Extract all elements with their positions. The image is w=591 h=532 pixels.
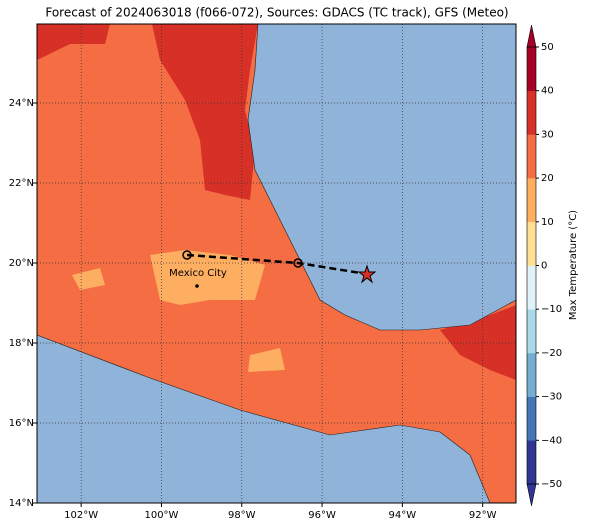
map-area: Mexico City [37,24,516,503]
colorbar-tick-label: 20 [541,173,554,184]
lat-tick-label: 18°N [9,338,34,349]
colorbar-tick-label: −20 [541,348,562,359]
colorbar-band [527,47,536,91]
colorbar-band [527,440,536,485]
pacific-ocean [37,334,491,503]
storm-track [186,253,368,276]
cool-region [72,268,285,372]
colorbar-tick-label: −10 [541,304,562,315]
lat-tick-label: 16°N [9,418,34,429]
lat-tick-label: 14°N [9,498,34,509]
storm-position [357,264,377,284]
colorbar-band [527,221,536,266]
city-dot [195,284,199,288]
colorbar-band [527,309,536,354]
colorbar-tick-label: 30 [541,129,554,140]
track-point [293,258,303,268]
colorbar-tick-label: −30 [541,392,562,403]
lon-tick-label: 94°W [389,510,417,521]
track-point [182,250,192,260]
lat-tick-label: 24°N [9,98,34,109]
colorbar-tick-label: 40 [541,86,554,97]
gulf-of-mexico [247,24,516,331]
hot-region [152,24,258,200]
hot-region [440,305,516,380]
colorbar-extend [526,483,537,507]
lon-tick-label: 98°W [228,510,256,521]
city-label: Mexico City [169,268,227,279]
colorbar-band [527,134,536,179]
colorbar-tick-label: −50 [541,479,562,490]
colorbar-band [527,178,536,223]
colorbar-band [527,352,536,397]
colorbar-band [527,90,536,135]
colorbar-band [527,396,536,441]
lat-tick-label: 20°N [9,258,34,269]
lat-tick-label: 22°N [9,178,34,189]
colorbar-tick-label: 0 [541,261,547,272]
lon-tick-label: 100°W [144,510,178,521]
lon-tick-label: 96°W [308,510,336,521]
colorbar-extend [526,24,537,48]
colorbar-label: Max Temperature (°C) [568,210,579,320]
lon-tick-label: 102°W [64,510,98,521]
cool-region [150,250,265,305]
colorbar-tick-label: −40 [541,435,562,446]
colorbar-tick-label: 50 [541,42,554,53]
map-title: Forecast of 2024063018 (f066-072), Sourc… [45,6,508,20]
hot-region [37,24,110,60]
lon-tick-label: 92°W [469,510,497,521]
colorbar-tick-label: 10 [541,217,554,228]
colorbar-band [527,265,536,310]
